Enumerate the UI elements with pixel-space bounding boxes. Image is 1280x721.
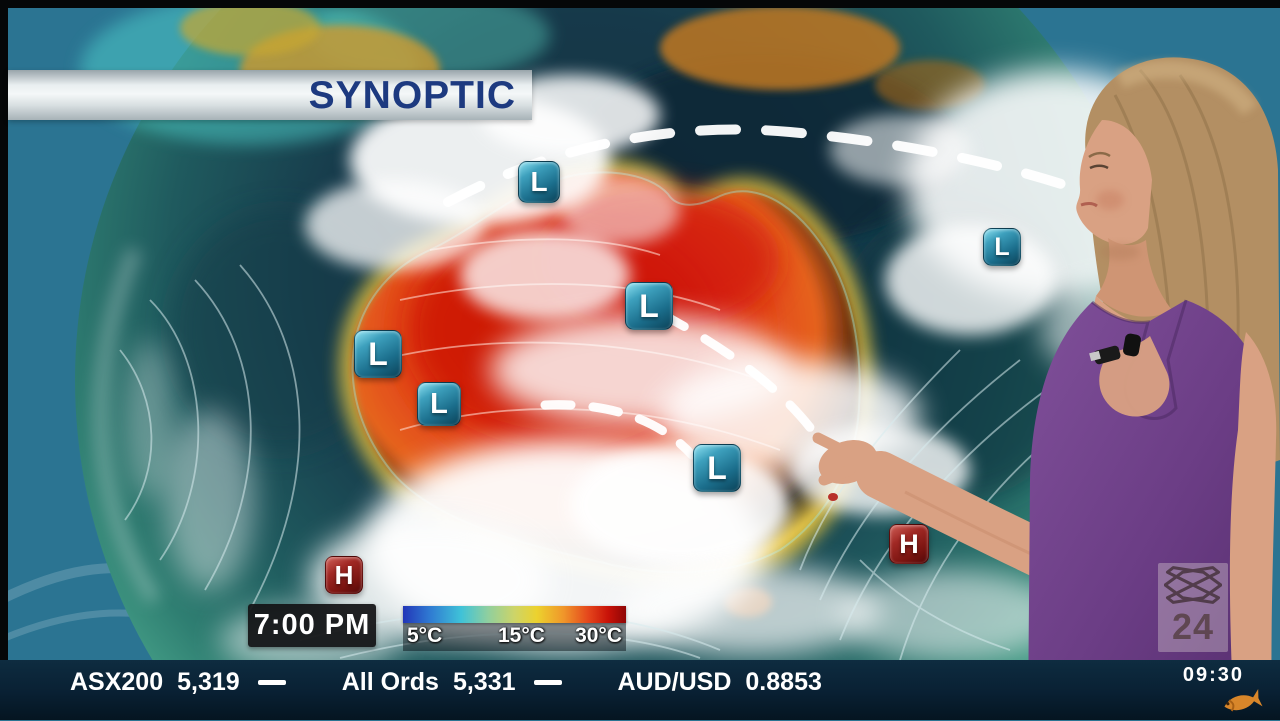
low-pressure-marker: L xyxy=(625,282,673,330)
ticker-label-allords: All Ords xyxy=(341,668,439,696)
fingernail xyxy=(828,493,838,501)
legend-tick-mid: 15°C xyxy=(498,624,545,647)
mic-clip xyxy=(1123,333,1141,357)
channel-watermark: 24 xyxy=(1158,563,1228,652)
frame-border-left xyxy=(0,0,8,660)
lapel-microphone xyxy=(1093,345,1121,365)
ticker-label-asx200: ASX200 xyxy=(70,668,164,696)
page-title: SYNOPTIC xyxy=(308,73,516,117)
low-pressure-marker: L xyxy=(417,382,461,426)
ticker-label-audusd: AUD/USD xyxy=(617,668,732,696)
news-ticker: ASX200 5,319 All Ords 5,331 AUD/USD 0.88… xyxy=(0,660,1280,720)
ticker-value-audusd: 0.8853 xyxy=(745,668,822,696)
low-pressure-marker: L xyxy=(693,444,741,492)
abc-lissajous-icon xyxy=(1164,566,1222,604)
presenter-eye xyxy=(1089,164,1109,170)
low-pressure-marker: L xyxy=(518,161,560,203)
presenter-far-arm xyxy=(1229,332,1277,720)
high-pressure-marker: H xyxy=(889,524,929,564)
legend-tick-low: 5°C xyxy=(407,624,443,647)
front-trough-lines xyxy=(443,124,1101,460)
flat-change-icon xyxy=(533,680,562,685)
presenter-eyebrow xyxy=(1088,151,1111,159)
frame-border-top xyxy=(0,0,1280,8)
high-pressure-marker: H xyxy=(325,556,363,594)
low-pressure-marker: L xyxy=(354,330,402,378)
ticker-value-allords: 5,331 xyxy=(452,668,516,696)
low-pressure-marker: L xyxy=(983,228,1021,266)
broadcast-clock: 09:30 xyxy=(1182,664,1244,686)
forecast-time-label: 7:00 PM xyxy=(253,609,371,641)
fish-icon xyxy=(1224,688,1263,712)
market-ticker-row: ASX200 5,319 All Ords 5,331 AUD/USD 0.88… xyxy=(70,668,840,697)
ticker-value-asx200: 5,319 xyxy=(177,668,240,696)
flat-change-icon xyxy=(257,680,286,685)
presenter-face xyxy=(1076,120,1152,245)
presenter-lips xyxy=(1080,202,1098,208)
temperature-legend: 5°C 15°C 30°C xyxy=(403,606,626,651)
forecast-time-box: 7:00 PM xyxy=(248,604,376,647)
temperature-tick-strip: 5°C 15°C 30°C xyxy=(403,623,626,651)
channel-number: 24 xyxy=(1171,606,1215,647)
temperature-gradient-bar xyxy=(403,606,626,623)
landmass-newguinea xyxy=(660,6,900,90)
presenter-top xyxy=(1028,300,1265,720)
synoptic-banner: SYNOPTIC xyxy=(8,70,532,120)
legend-tick-high: 30°C xyxy=(575,624,622,647)
